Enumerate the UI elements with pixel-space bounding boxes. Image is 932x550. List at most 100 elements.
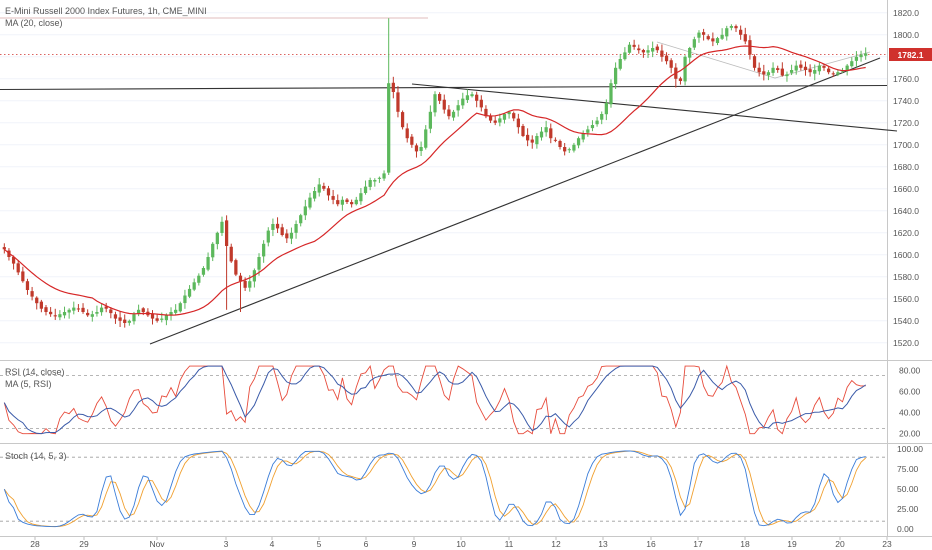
candle-body — [535, 136, 539, 145]
candle-body — [308, 197, 312, 208]
candle — [396, 86, 400, 118]
candle-body — [766, 72, 771, 76]
candle-body — [113, 314, 118, 319]
candle — [743, 27, 747, 45]
candle-body — [572, 144, 576, 151]
candle — [623, 47, 627, 61]
candle-body — [720, 34, 724, 39]
candle-body — [39, 301, 43, 309]
candle-body — [641, 50, 646, 53]
candle-body — [683, 56, 687, 82]
candle — [220, 216, 224, 236]
candle-body — [53, 315, 57, 317]
trendlines — [0, 17, 898, 345]
candle — [498, 113, 502, 127]
candle — [479, 95, 483, 112]
candle-body — [192, 282, 196, 290]
candle-body — [224, 220, 229, 246]
candle — [618, 53, 622, 71]
candle-body — [600, 114, 604, 120]
candle — [169, 307, 173, 321]
candle-body — [715, 38, 720, 44]
candle-body — [465, 95, 470, 100]
candle-body — [127, 320, 131, 323]
rsi-tick-label: 20.00 — [899, 429, 921, 439]
time-tick-label: 9 — [412, 539, 417, 549]
candle — [326, 185, 331, 201]
descending-trendline[interactable] — [411, 83, 898, 132]
candle — [16, 259, 20, 276]
candle-body — [525, 134, 530, 141]
candle — [178, 301, 182, 313]
candle — [44, 305, 48, 316]
candle — [475, 91, 479, 108]
candle — [53, 308, 57, 320]
candle — [312, 186, 317, 202]
candle-body — [299, 215, 303, 224]
candle — [109, 307, 113, 319]
candle-body — [813, 70, 817, 74]
candle — [410, 134, 414, 148]
candle-body — [743, 34, 747, 42]
candle — [81, 303, 85, 314]
candle-body — [62, 312, 67, 316]
candle — [368, 177, 372, 191]
candle — [766, 70, 771, 81]
candle-body — [257, 257, 261, 270]
candle — [215, 231, 219, 250]
wedge-outline[interactable] — [656, 41, 871, 79]
stoch-panel: 0.00 25.00 50.00 75.00 100.00 Stoch (14, 5, … — [0, 444, 923, 534]
candle — [567, 147, 571, 153]
rsi-ma-indicator-label: MA (5, RSI) — [5, 379, 52, 389]
candle-body — [854, 56, 859, 61]
candle — [438, 92, 442, 105]
price-tick-label: 1600.0 — [893, 250, 919, 260]
ascending-support-trendline[interactable] — [149, 57, 881, 345]
candle — [613, 62, 618, 90]
candle — [340, 196, 345, 211]
candle-body — [734, 26, 738, 29]
candle — [113, 311, 118, 324]
candle — [72, 301, 76, 315]
candle-body — [609, 83, 613, 105]
candle-body — [493, 120, 497, 123]
candle-body — [502, 114, 507, 120]
candle-body — [280, 227, 284, 235]
candle-body — [831, 73, 835, 75]
candle-body — [637, 48, 641, 51]
stoch-k-line — [3, 450, 866, 528]
candle — [382, 170, 386, 181]
candle-body — [757, 67, 761, 73]
candle-body — [363, 186, 368, 194]
candle — [58, 310, 62, 321]
candle-body — [30, 291, 34, 297]
candle-body — [475, 94, 479, 101]
candle-body — [461, 98, 465, 106]
stoch-indicator-label: Stoch (14, 5, 3) — [5, 451, 67, 461]
candle-body — [174, 309, 178, 313]
candle — [90, 310, 94, 322]
candle — [424, 125, 428, 150]
candle — [331, 189, 335, 205]
candle-body — [215, 232, 219, 245]
candle-body — [16, 263, 20, 273]
candle-body — [350, 202, 354, 205]
candle — [692, 36, 696, 51]
candle-body — [67, 309, 71, 313]
stoch-d-line — [3, 450, 867, 527]
candle — [465, 89, 470, 103]
candle — [187, 285, 192, 299]
candle-body — [326, 188, 331, 196]
candle-body — [90, 314, 94, 317]
candle — [451, 109, 456, 121]
candle — [595, 116, 599, 127]
candle — [808, 64, 812, 77]
candle-body — [516, 118, 520, 128]
candle — [512, 111, 516, 122]
candle-body — [451, 111, 456, 118]
candle-body — [25, 281, 30, 290]
time-tick-label: 19 — [787, 539, 797, 549]
candle — [183, 289, 187, 309]
candle — [303, 199, 307, 221]
